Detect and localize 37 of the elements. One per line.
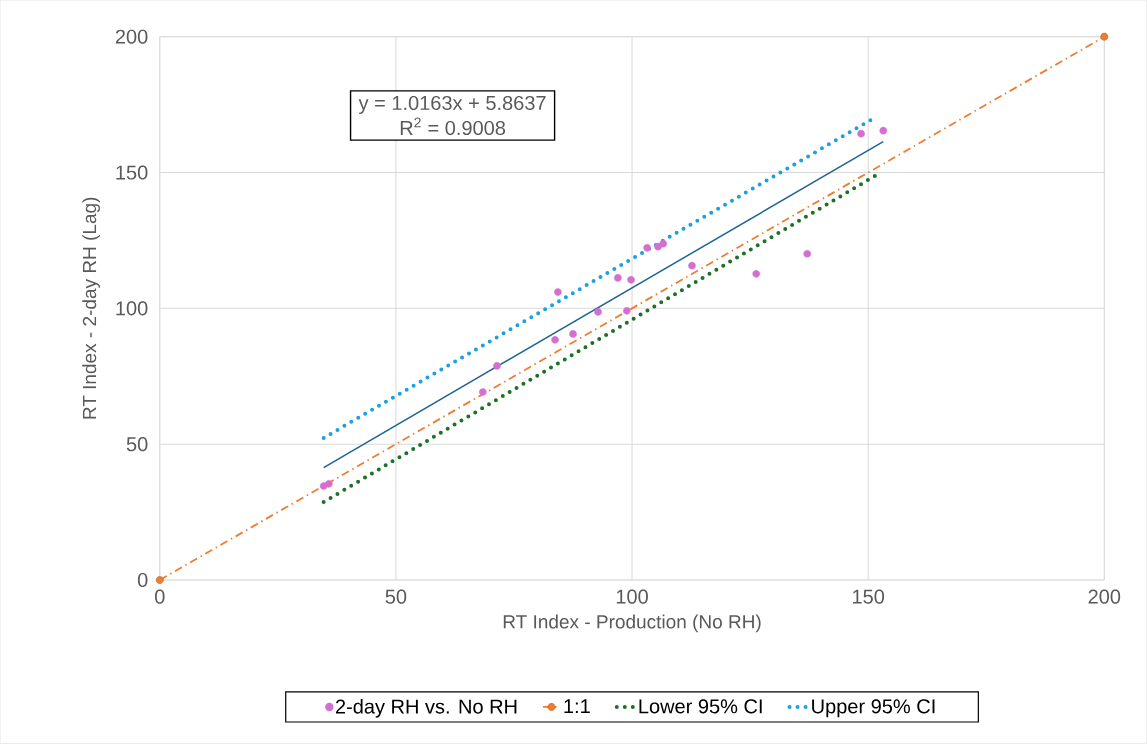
point [1100, 32, 1109, 41]
annotation: y = 1.0163x + 5.8637 [358, 96, 546, 115]
legend-label: 2-day RH vs. No RH [335, 699, 517, 718]
point [623, 307, 631, 315]
point [857, 129, 865, 138]
y-axis-title: RT Index - 2-day RH (Lag) [82, 197, 100, 419]
y-tick-label: 200 [115, 29, 148, 44]
point [325, 480, 333, 488]
legend-label: Lower 95% CI [639, 699, 762, 714]
point [155, 576, 164, 585]
point [614, 274, 622, 282]
point [752, 270, 761, 278]
x-axis-title: RT Index - Production (No RH) [503, 614, 761, 633]
y-tick-label: 0 [137, 573, 148, 588]
point [659, 240, 668, 248]
y-tick-label: 150 [116, 165, 148, 180]
x-tick-label: 100 [616, 589, 648, 604]
x-tick-label: 200 [1088, 589, 1121, 604]
point [627, 276, 635, 284]
y-tick-label: 50 [126, 437, 148, 452]
point [594, 308, 602, 316]
point [803, 250, 812, 258]
x-tick-label: 50 [385, 589, 407, 604]
legend-label: 1:1 [564, 699, 590, 714]
x-tick-label: 150 [852, 589, 885, 604]
point [479, 388, 487, 396]
annotation: R$^{2}$ = 0.9008 [400, 117, 506, 136]
y-tick-label: 100 [116, 301, 148, 316]
point [879, 127, 888, 135]
point [569, 330, 577, 338]
legend-label: Upper 95% CI [812, 699, 935, 718]
point [551, 336, 559, 344]
x-tick-label: 0 [155, 589, 165, 604]
point [493, 362, 501, 370]
point [643, 244, 651, 252]
point [688, 262, 696, 270]
point [554, 288, 562, 296]
